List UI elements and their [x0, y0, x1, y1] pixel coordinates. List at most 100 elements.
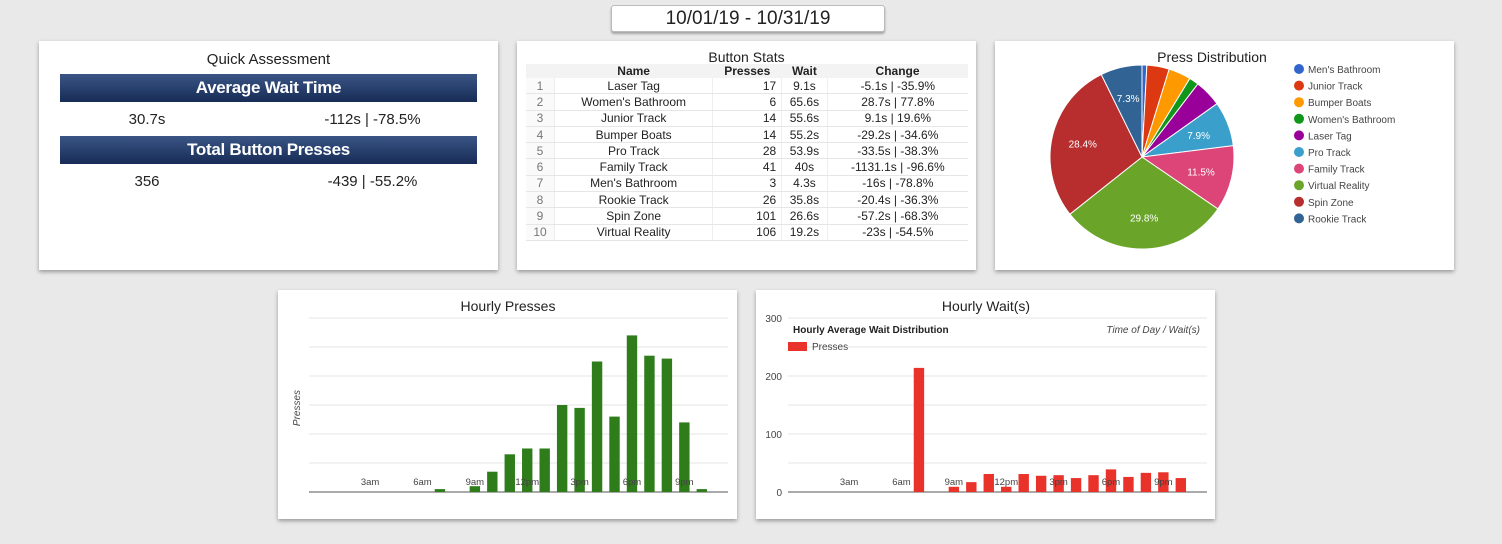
hourly-wait-card: Hourly Wait(s) 0 100 200 300 3am 6am 9am 12pm 3pm… [756, 290, 1215, 519]
legend-label: Spin Zone [1308, 198, 1354, 209]
quick-assessment-card: Quick Assessment Average Wait Time 30.7s… [39, 41, 498, 270]
y-axis-label: Presses [292, 390, 303, 426]
table-row: 4 Bumper Boats 14 55.2s -29.2s | -34.6% [526, 126, 968, 144]
name-cell: Virtual Reality [553, 224, 713, 241]
legend-swatch [1294, 180, 1304, 191]
average-wait-change: -112s | -78.5% [324, 110, 421, 128]
legend-label: Women's Bathroom [1308, 115, 1395, 126]
total-presses-header: Total Button Presses [60, 136, 477, 164]
legend-label: Men's Bathroom [1308, 65, 1381, 76]
x-tick-label: 9pm [675, 477, 694, 488]
bar [1105, 469, 1117, 492]
legend-label: Junior Track [1308, 82, 1363, 93]
y-tick-label: 100 [765, 430, 782, 441]
bar [556, 405, 568, 492]
button-stats-card: Button Stats Name Presses Wait Change 1 Lase… [517, 41, 976, 270]
total-presses-change: -439 | -55.2% [327, 172, 418, 190]
row-index: 4 [526, 126, 555, 144]
row-index: 1 [526, 78, 555, 95]
change-cell: -5.1s | -35.9% [826, 78, 968, 95]
name-cell: Bumper Boats [553, 126, 713, 144]
chart-title: Hourly Wait(s) [942, 298, 1030, 314]
button-stats-table: Name Presses Wait Change 1 Laser Tag 17 9.1s -5… [526, 64, 968, 241]
legend-label: Virtual Reality [1308, 181, 1370, 192]
press-distribution-card: Press Distribution 7.9% 11.5% 29.8% 28.4% 7.3… [995, 41, 1454, 270]
legend-label: Rookie Track [1308, 214, 1367, 225]
table-row: 7 Men's Bathroom 3 4.3s -16s | -78.8% [526, 175, 968, 193]
bar [1018, 474, 1029, 492]
name-cell: Women's Bathroom [553, 93, 713, 111]
column-header[interactable]: Change [827, 64, 968, 78]
wait-cell: 55.2s [781, 126, 828, 144]
change-cell: -1131.1s | -96.6% [826, 158, 968, 176]
date-range-picker[interactable]: 10/01/19 - 10/31/19 [611, 5, 885, 32]
x-tick-label: 3am [840, 477, 859, 488]
bar [1123, 476, 1134, 492]
y-tick-label: 300 [765, 314, 782, 325]
row-index: 3 [526, 110, 555, 127]
legend-swatch [1294, 113, 1304, 124]
bar [948, 486, 960, 492]
bar [1035, 475, 1047, 492]
x-tick-label: 9pm [1154, 477, 1173, 488]
pie-slice [1100, 64, 1143, 158]
table-row: 9 Spin Zone 101 26.6s -57.2s | -68.3% [526, 207, 968, 225]
change-cell: -16s | -78.8% [826, 175, 968, 193]
bar [696, 489, 708, 492]
presses-cell: 28 [712, 142, 782, 160]
table-row: 1 Laser Tag 17 9.1s -5.1s | -35.9% [526, 78, 968, 95]
presses-cell: 41 [712, 158, 782, 176]
bar [574, 407, 585, 492]
legend-label: Bumper Boats [1308, 98, 1371, 109]
x-tick-label: 12pm [994, 477, 1018, 488]
change-cell: -23s | -54.5% [826, 224, 968, 241]
column-header[interactable]: Wait [781, 64, 828, 78]
x-tick-label: 3pm [570, 477, 589, 488]
bar [1175, 478, 1187, 492]
wait-cell: 9.1s [781, 78, 828, 95]
name-cell: Junior Track [553, 110, 713, 127]
average-wait-header: Average Wait Time [60, 74, 477, 102]
x-tick-label: 3am [361, 477, 380, 488]
name-cell: Family Track [553, 158, 713, 176]
legend-label: Presses [812, 342, 848, 353]
x-tick-label: 9am [466, 477, 485, 488]
slice-label: 28.4% [1069, 140, 1097, 151]
wait-cell: 40s [781, 158, 828, 176]
legend-swatch [1294, 80, 1304, 91]
bar [1140, 472, 1152, 492]
x-tick-label: 6am [413, 477, 432, 488]
presses-cell: 26 [712, 191, 782, 209]
x-tick-label: 12pm [515, 477, 539, 488]
button-stats-title: Button Stats [708, 49, 785, 65]
bar [1158, 472, 1169, 492]
bar [626, 335, 638, 492]
legend-swatch [1294, 196, 1304, 207]
chart-subtitle: Hourly Average Wait Distribution [793, 325, 949, 336]
bar [966, 482, 977, 492]
legend-swatch [788, 342, 807, 351]
column-header[interactable]: Presses [712, 64, 782, 78]
bar [591, 361, 603, 492]
legend-swatch [1294, 97, 1304, 108]
hourly-presses-card: Hourly Presses 3am 6am 9am 12pm 3pm 6pm 9pm Pres… [278, 290, 737, 519]
wait-cell: 53.9s [781, 142, 828, 160]
name-cell: Pro Track [553, 142, 713, 160]
column-header[interactable] [526, 64, 555, 78]
column-header[interactable]: Name [554, 64, 713, 78]
wait-cell: 35.8s [781, 191, 828, 209]
bar [1001, 486, 1012, 492]
hourly-presses-chart: Hourly Presses 3am 6am 9am 12pm 3pm 6pm 9pm Pres… [292, 298, 728, 493]
total-presses-value: 356 [134, 172, 160, 190]
change-cell: 9.1s | 19.6% [826, 110, 968, 127]
presses-cell: 17 [712, 78, 782, 95]
bar [679, 422, 690, 492]
pie-slice [1140, 145, 1235, 210]
name-cell: Men's Bathroom [553, 175, 713, 193]
x-tick-label: 9am [945, 477, 964, 488]
change-cell: -20.4s | -36.3% [826, 191, 968, 209]
presses-cell: 14 [712, 126, 782, 144]
legend-swatch [1294, 163, 1304, 174]
table-row: 2 Women's Bathroom 6 65.6s 28.7s | 77.8% [526, 93, 968, 111]
row-index: 6 [526, 158, 555, 176]
